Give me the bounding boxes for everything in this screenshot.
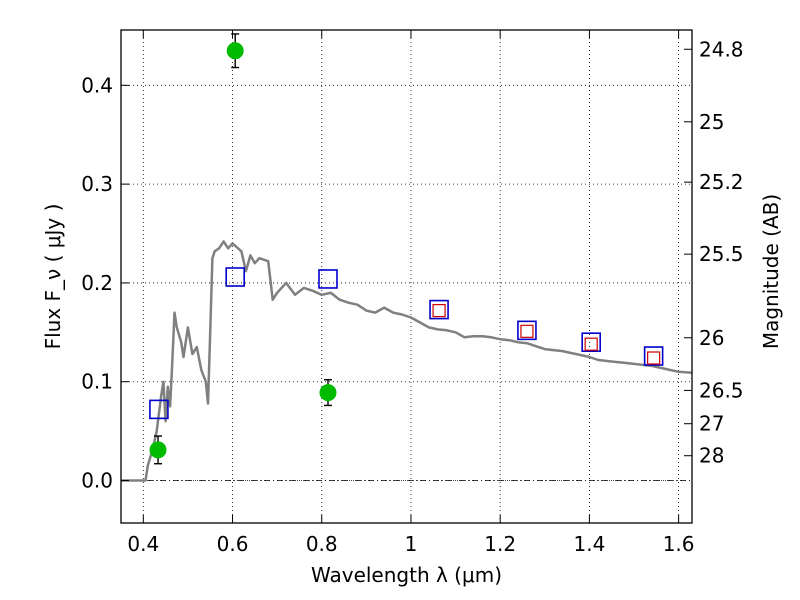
right-tick-label: 25: [699, 110, 724, 134]
right-axis-label: Magnitude (AB): [759, 194, 783, 349]
plot-frame: [120, 29, 693, 524]
x-tick-label: 0.8: [306, 532, 338, 556]
x-tick-label: 1.6: [663, 532, 695, 556]
right-tick-label: 25.2: [699, 170, 744, 194]
x-tick-label: 0.6: [217, 532, 249, 556]
right-tick-label: 27: [699, 412, 724, 436]
y-tick-label: 0.3: [81, 172, 113, 196]
x-tick-label: 1: [405, 532, 418, 556]
photometry-points: [149, 33, 664, 465]
y-tick-label: 0.2: [81, 271, 113, 295]
right-tick-label: 25.5: [699, 242, 744, 266]
right-tick-label: 26: [699, 326, 724, 350]
inner-photometry-square: [520, 324, 534, 338]
x-tick-label: 1.2: [484, 532, 516, 556]
right-tick-label: 26.5: [699, 378, 744, 402]
model-photometry-square: [225, 267, 245, 287]
inner-photometry-square: [647, 351, 661, 365]
inner-photometry-square: [432, 303, 446, 318]
model-photometry-square: [318, 269, 338, 289]
model-photometry-square: [643, 346, 664, 366]
observed-point: [226, 42, 244, 60]
model-photometry-square: [149, 399, 169, 420]
x-tick-label: 1.4: [573, 532, 605, 556]
model-photometry-square: [517, 320, 537, 341]
tick-labels: 0.4 0.6 0.8 1 1.2 1.4 1.6 0.0 0.1 0.2 0.3 0.4 24.8 25…: [81, 37, 743, 556]
y-axis-label: Flux F_ν ( μJy ): [41, 204, 65, 350]
x-axis-label: Wavelength λ (μm): [311, 563, 502, 587]
model-photometry-square: [429, 299, 449, 320]
y-tick-label: 0.4: [81, 73, 113, 97]
axis-ticks: [121, 30, 692, 523]
observed-point: [319, 384, 337, 402]
right-tick-label: 28: [699, 444, 724, 468]
model-photometry-square: [581, 332, 601, 353]
model-sed-line: [121, 240, 693, 482]
grid-lines: [121, 30, 692, 523]
model-sed-layer: [121, 240, 693, 482]
x-tick-label: 0.4: [127, 532, 159, 556]
y-tick-label: 0.0: [81, 469, 113, 493]
observed-point: [149, 441, 167, 459]
right-tick-label: 24.8: [699, 37, 744, 61]
inner-photometry-square: [584, 337, 598, 351]
y-tick-label: 0.1: [81, 370, 113, 394]
